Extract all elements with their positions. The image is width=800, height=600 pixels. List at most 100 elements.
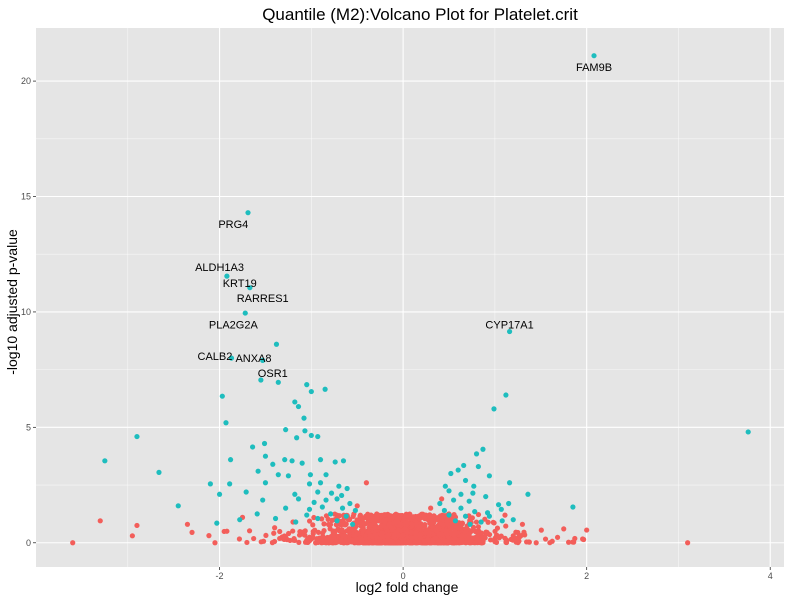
significant-point (282, 457, 288, 463)
gene-labels: FAM9B PRG4 ALDH1A3 KRT19 RARRES1 PLA2G2A CYP17… (195, 62, 612, 380)
non-significant-point (566, 539, 572, 545)
non-significant-point (463, 540, 469, 546)
non-significant-point (439, 496, 445, 502)
non-significant-point (522, 532, 528, 538)
non-significant-point (561, 526, 567, 532)
non-significant-point (542, 536, 549, 542)
significant-point (216, 491, 223, 497)
x-tick-label: 4 (768, 571, 773, 581)
non-significant-point (360, 515, 366, 522)
significant-point (255, 468, 261, 474)
significant-point (491, 406, 497, 412)
non-significant-point (330, 528, 336, 534)
non-significant-point (421, 512, 427, 518)
significant-point (486, 473, 492, 479)
significant-point (295, 403, 302, 410)
non-significant-point (342, 533, 348, 539)
significant-point (495, 502, 502, 508)
significant-point (292, 491, 298, 497)
non-significant-point (438, 515, 444, 522)
non-significant-point (349, 526, 355, 532)
non-significant-point (444, 521, 450, 527)
significant-point (315, 489, 321, 495)
significant-point (450, 497, 457, 503)
non-significant-point (285, 530, 292, 537)
non-significant-point (353, 536, 359, 542)
non-significant-point (685, 540, 691, 546)
significant-point (261, 440, 268, 447)
non-significant-point (394, 518, 401, 525)
significant-point (350, 521, 356, 527)
significant-point (340, 458, 347, 464)
significant-point (328, 511, 334, 517)
gene-label: ANXA8 (235, 353, 271, 365)
significant-point (315, 433, 321, 440)
significant-point (339, 492, 345, 499)
non-significant-point (433, 535, 439, 541)
non-significant-point (409, 521, 415, 527)
non-significant-point (371, 516, 377, 523)
non-significant-point (206, 533, 212, 539)
non-significant-point (251, 535, 257, 542)
non-significant-point (484, 530, 490, 536)
non-significant-point (391, 532, 397, 538)
significant-point (223, 420, 229, 426)
non-significant-point (365, 529, 371, 535)
non-significant-point (184, 521, 191, 527)
significant-point (302, 428, 308, 434)
significant-point (237, 517, 243, 523)
significant-point (347, 500, 353, 507)
non-significant-point (408, 529, 414, 536)
significant-point (480, 446, 486, 452)
non-significant-point (321, 521, 327, 527)
significant-point (510, 517, 516, 523)
significant-point (293, 519, 299, 525)
significant-point (317, 480, 324, 486)
gene-label: PLA2G2A (209, 320, 259, 332)
significant-point (249, 444, 256, 450)
non-significant-point (549, 538, 555, 544)
non-significant-point (399, 540, 406, 546)
non-significant-point (400, 532, 406, 538)
significant-point (294, 435, 300, 441)
significant-point (301, 415, 307, 421)
non-significant-point (271, 538, 278, 545)
non-significant-point (492, 528, 498, 534)
significant-point (458, 491, 464, 497)
non-significant-point (473, 519, 480, 525)
non-significant-point (458, 539, 464, 545)
non-significant-point (485, 519, 491, 525)
non-significant-point (306, 518, 313, 524)
significant-point (262, 453, 269, 459)
significant-point (275, 379, 281, 385)
non-significant-point (328, 537, 334, 543)
significant-point (323, 497, 329, 503)
non-significant-point (488, 537, 494, 543)
non-significant-point (368, 512, 374, 518)
significant-point (506, 480, 513, 486)
non-significant-point (443, 538, 449, 544)
significant-point (332, 459, 338, 465)
non-significant-point (458, 533, 464, 539)
non-significant-point (304, 537, 310, 544)
significant-point (214, 520, 220, 526)
non-significant-point (404, 529, 410, 536)
significant-point (292, 399, 298, 405)
non-significant-point (433, 528, 439, 534)
non-significant-point (345, 528, 351, 534)
non-significant-point (470, 524, 477, 530)
non-significant-point (436, 531, 442, 537)
significant-point (260, 497, 266, 503)
non-significant-point (515, 539, 521, 546)
non-significant-point (363, 480, 370, 486)
non-significant-point (338, 537, 344, 543)
significant-point (306, 506, 313, 512)
non-significant-point (333, 522, 339, 528)
non-significant-point (429, 540, 435, 546)
non-significant-point (456, 525, 462, 531)
significant-point (343, 513, 349, 519)
y-tick-label: 20 (21, 76, 31, 86)
non-significant-point (334, 512, 340, 518)
non-significant-point (346, 516, 353, 523)
